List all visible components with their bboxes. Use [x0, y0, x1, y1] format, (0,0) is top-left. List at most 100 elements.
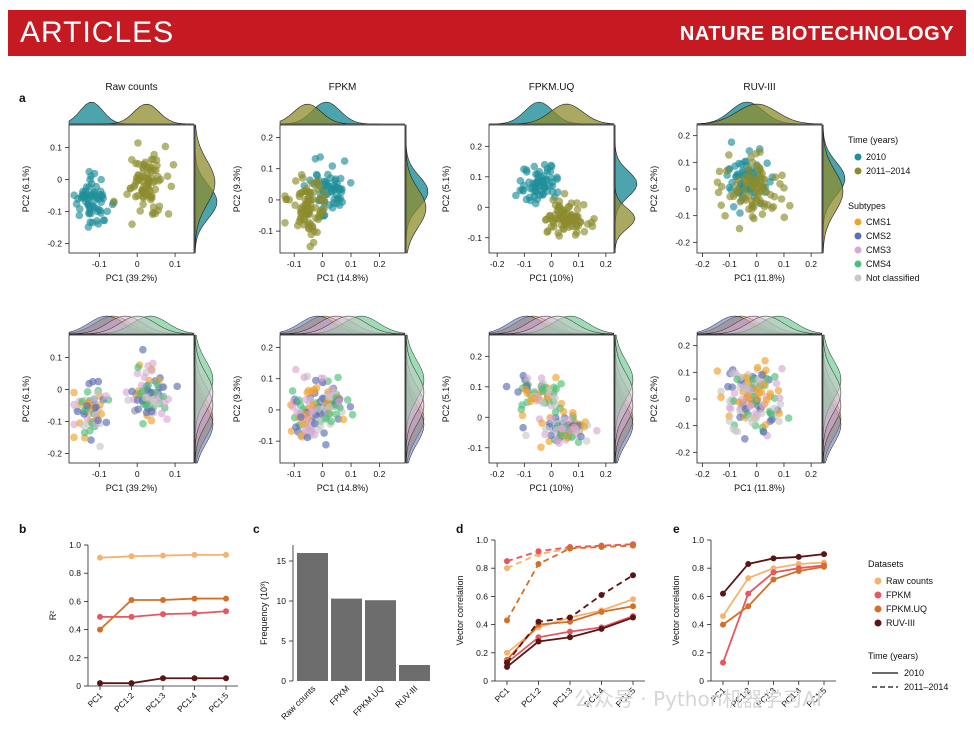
pca-point — [778, 171, 786, 180]
pca-point — [541, 430, 549, 439]
pca-plot-4-2: -0.2 -0.1 0 0.1 0.2 0.2 0.1 0 -0.1 -0.2 PC1 (11.8%… — [649, 315, 842, 493]
x-tick-label: PC1:2 — [729, 685, 753, 709]
pca-point — [573, 205, 582, 214]
pca-point — [559, 215, 568, 224]
series-point — [191, 610, 198, 617]
series-point — [223, 675, 229, 682]
legend-subtype-marker — [854, 260, 862, 268]
pca-point — [582, 437, 591, 445]
pca-point — [134, 170, 143, 179]
series-point — [160, 552, 166, 559]
pca-point — [518, 411, 527, 420]
pca-point — [340, 157, 349, 165]
marginal-density-right — [614, 334, 634, 464]
pca-point — [90, 169, 99, 178]
pca-point — [128, 155, 136, 164]
y-axis-label: PC2 (6.2%) — [649, 166, 659, 213]
x-tick-label: PC1:3 — [754, 685, 778, 709]
x-tick-label: PC1 — [86, 690, 105, 709]
pca-point — [324, 181, 332, 190]
legend-dataset-marker — [874, 577, 882, 585]
series-point — [504, 663, 510, 670]
pca-point — [83, 402, 91, 410]
pca-point — [161, 142, 170, 151]
y-tick-label: -0.1 — [467, 443, 482, 453]
pca-point — [309, 195, 317, 203]
pca-point — [520, 181, 528, 190]
x-tick-label: -0.1 — [722, 469, 737, 479]
marginal-density-top — [279, 315, 406, 335]
series-point — [535, 634, 542, 641]
x-tick-label: 0.2 — [600, 469, 612, 479]
pca-point — [747, 170, 755, 179]
pca-point — [761, 356, 769, 365]
x-tick-label: -0.1 — [517, 469, 532, 479]
pca-point — [147, 168, 156, 176]
y-tick-label: 5 — [281, 636, 286, 646]
pca-point — [169, 160, 178, 169]
x-axis-label: PC1 (14.8%) — [317, 273, 369, 283]
pca-point — [336, 403, 344, 412]
y-tick-label: 1.0 — [692, 535, 704, 545]
bar — [365, 600, 396, 681]
marginal-density-top — [696, 315, 823, 335]
pca-point — [300, 373, 308, 382]
series-line — [506, 598, 634, 654]
series-point — [223, 595, 229, 602]
y-tick-label: 0.1 — [678, 157, 690, 167]
pca-point — [163, 172, 172, 181]
x-axis-label: PC1 (14.8%) — [317, 483, 369, 493]
series-point — [504, 558, 510, 565]
pca-point — [549, 196, 557, 204]
pca-point — [308, 387, 317, 396]
y-tick-label: 0 — [76, 681, 81, 691]
pca-point — [310, 419, 319, 428]
series-point — [160, 611, 166, 618]
pca-point — [142, 408, 151, 417]
series-point — [191, 551, 198, 558]
pca-point — [735, 224, 744, 233]
x-tick-label: -0.1 — [287, 259, 302, 269]
x-tick-label: 0.1 — [778, 259, 790, 269]
pca-point — [332, 410, 340, 418]
legend-subtype-marker — [854, 218, 862, 226]
pca-point — [299, 202, 307, 211]
series-point — [720, 659, 726, 666]
x-tick-label: PC1:3 — [551, 685, 575, 709]
pca-point — [530, 162, 539, 171]
series-point — [567, 614, 573, 621]
pca-point — [325, 403, 333, 412]
pca-point — [313, 228, 321, 237]
marginal-density-right — [614, 125, 636, 254]
series-point — [720, 613, 726, 620]
legend-subtype-label: CMS3 — [866, 245, 891, 255]
y-tick-label: 0.1 — [50, 352, 62, 362]
pca-point — [546, 211, 554, 220]
x-tick-label: -0.2 — [490, 469, 505, 479]
legend-time-label: 2010 — [866, 152, 886, 162]
pca-point — [569, 409, 577, 417]
pca-point — [725, 151, 733, 159]
pca-point — [144, 177, 153, 186]
pca-point — [756, 165, 764, 173]
series-point — [745, 603, 752, 610]
pca-point — [96, 442, 104, 451]
panel-letter-b: b — [19, 522, 26, 536]
y-tick-label: 0 — [268, 195, 273, 205]
pca-point — [555, 439, 563, 447]
pca-plot-1-2: -0.1 0 0.1 0.1 0 -0.1 -0.2 PC1 (39.2%) PC2 (6.1%… — [21, 315, 214, 493]
y-axis-label: Vector correlation — [455, 575, 465, 645]
pca-point — [742, 373, 751, 382]
series-point — [504, 649, 510, 656]
pca-point — [134, 405, 143, 414]
pca-point — [538, 176, 547, 185]
y-tick-label: 0.1 — [50, 142, 62, 152]
pca-point — [717, 387, 725, 396]
pca-point — [134, 139, 142, 147]
pca-point — [93, 388, 102, 397]
pca-point — [756, 148, 764, 156]
pca-point — [732, 180, 741, 189]
pca-point — [532, 187, 540, 196]
pca-point — [786, 201, 794, 210]
pca-point — [291, 177, 300, 185]
